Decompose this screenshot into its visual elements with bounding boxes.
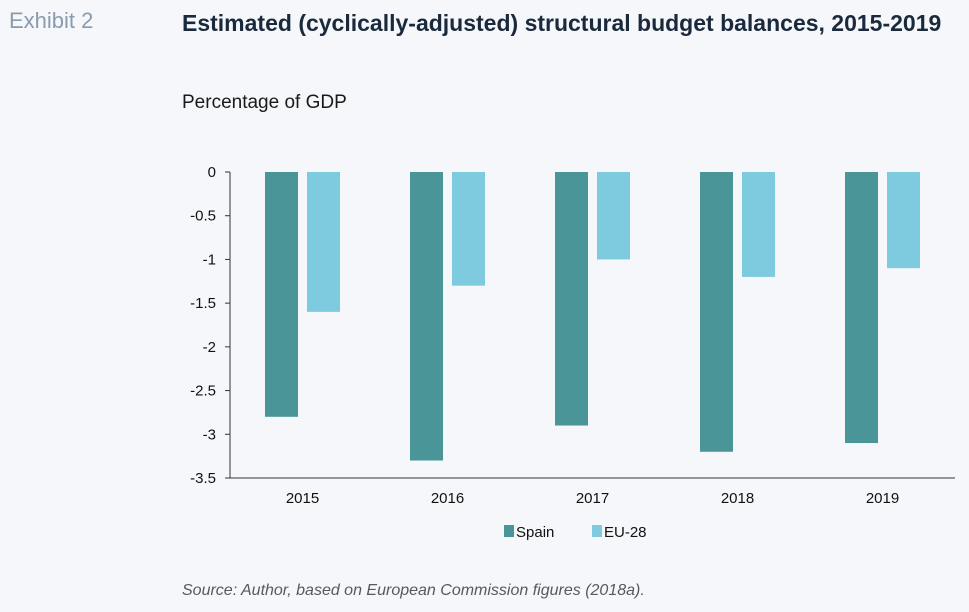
- y-tick-label: -2.5: [190, 383, 216, 400]
- x-tick-label: 2019: [866, 490, 899, 507]
- y-tick-label: -3.5: [190, 470, 216, 487]
- x-tick-label: 2018: [721, 490, 754, 507]
- legend-swatch: [592, 525, 602, 537]
- legend: Spain EU-28: [504, 524, 647, 541]
- legend-label: Spain: [516, 524, 554, 541]
- x-tick-label: 2015: [286, 490, 319, 507]
- y-tick-label: -1.5: [190, 295, 216, 312]
- legend-label: EU-28: [604, 524, 647, 541]
- bar-eu28-2016: [452, 172, 485, 286]
- bar-spain-2016: [410, 172, 443, 461]
- bar-eu28-2017: [597, 172, 630, 260]
- bar-eu28-2019: [887, 172, 920, 269]
- legend-swatch: [504, 525, 514, 537]
- y-tick-label: -1: [203, 251, 216, 268]
- bar-spain-2019: [845, 172, 878, 444]
- y-tick-label: -3: [203, 426, 216, 443]
- exhibit-label: Exhibit 2: [9, 8, 94, 33]
- bars: [265, 172, 920, 461]
- y-tick-label: -0.5: [190, 208, 216, 225]
- x-tick-label: 2016: [431, 490, 464, 507]
- bar-spain-2015: [265, 172, 298, 417]
- y-axis-ticks: 0 -0.5 -1 -1.5 -2 -2.5 -3 -3.5: [190, 164, 230, 487]
- chart-title: Estimated (cyclically-adjusted) structur…: [182, 10, 942, 36]
- bar-spain-2017: [555, 172, 588, 426]
- y-tick-label: -2: [203, 339, 216, 356]
- bar-eu28-2015: [307, 172, 340, 312]
- x-axis-labels: 2015 2016 2017 2018 2019: [286, 490, 899, 507]
- chart-subtitle: Percentage of GDP: [182, 92, 347, 113]
- bar-spain-2018: [700, 172, 733, 452]
- source-note: Source: Author, based on European Commis…: [182, 582, 645, 599]
- y-tick-label: 0: [208, 164, 216, 181]
- x-tick-label: 2017: [576, 490, 609, 507]
- bar-eu28-2018: [742, 172, 775, 277]
